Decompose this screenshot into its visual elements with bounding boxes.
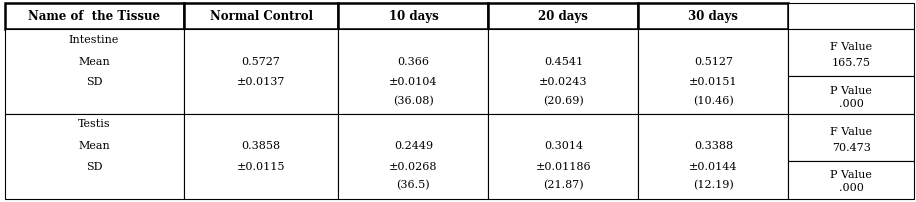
Text: 20 days: 20 days [539, 10, 588, 23]
Text: ±0.0137: ±0.0137 [237, 77, 285, 87]
Text: (10.46): (10.46) [693, 96, 734, 106]
Text: 30 days: 30 days [689, 10, 738, 23]
Bar [5, 3, 183, 29]
Bar [183, 29, 338, 114]
Text: Name of  the Tissue: Name of the Tissue [28, 10, 160, 23]
Text: (20.69): (20.69) [543, 96, 583, 106]
Bar [5, 29, 183, 114]
Text: F Value: F Value [830, 127, 872, 137]
Bar [789, 114, 914, 161]
Text: Mean: Mean [78, 141, 110, 152]
Text: SD: SD [86, 77, 103, 87]
Text: F Value: F Value [830, 42, 872, 52]
Text: P Value: P Value [830, 170, 872, 180]
Bar [338, 3, 488, 29]
Text: 0.4541: 0.4541 [544, 57, 583, 67]
Bar [488, 3, 638, 29]
Bar [638, 29, 789, 114]
Text: ±0.0151: ±0.0151 [689, 77, 737, 87]
Bar [789, 76, 914, 114]
Bar [183, 114, 338, 199]
Text: P Value: P Value [830, 86, 872, 96]
Text: 0.3858: 0.3858 [242, 141, 280, 152]
Bar [789, 161, 914, 199]
Text: (21.87): (21.87) [543, 180, 583, 190]
Bar [488, 29, 638, 114]
Text: (12.19): (12.19) [693, 180, 734, 190]
Text: 165.75: 165.75 [832, 58, 871, 68]
Bar [183, 3, 338, 29]
Text: Intestine: Intestine [69, 35, 119, 45]
Text: ±0.0115: ±0.0115 [236, 162, 285, 172]
Text: .000: .000 [839, 183, 864, 193]
Bar [789, 3, 914, 29]
Text: 0.3388: 0.3388 [693, 141, 733, 152]
Text: ±0.0243: ±0.0243 [540, 77, 588, 87]
Text: 0.2449: 0.2449 [394, 141, 433, 152]
Text: 0.5127: 0.5127 [694, 57, 733, 67]
Text: Testis: Testis [78, 119, 111, 129]
Bar [638, 3, 789, 29]
Text: 70.473: 70.473 [832, 143, 871, 153]
Text: ±0.0104: ±0.0104 [389, 77, 438, 87]
Text: Mean: Mean [78, 57, 110, 67]
Text: SD: SD [86, 162, 103, 172]
Bar [338, 29, 488, 114]
Text: 0.366: 0.366 [398, 57, 430, 67]
Text: 0.5727: 0.5727 [242, 57, 280, 67]
Text: (36.08): (36.08) [393, 96, 434, 106]
Bar [338, 114, 488, 199]
Text: ±0.0268: ±0.0268 [389, 162, 438, 172]
Bar [5, 114, 183, 199]
Text: (36.5): (36.5) [397, 180, 431, 190]
Text: 10 days: 10 days [388, 10, 438, 23]
Bar [638, 114, 789, 199]
Text: ±0.01186: ±0.01186 [536, 162, 591, 172]
Text: .000: .000 [839, 99, 864, 108]
Text: ±0.0144: ±0.0144 [689, 162, 737, 172]
Bar [789, 29, 914, 76]
Bar [488, 114, 638, 199]
Text: 0.3014: 0.3014 [544, 141, 583, 152]
Text: Normal Control: Normal Control [210, 10, 312, 23]
